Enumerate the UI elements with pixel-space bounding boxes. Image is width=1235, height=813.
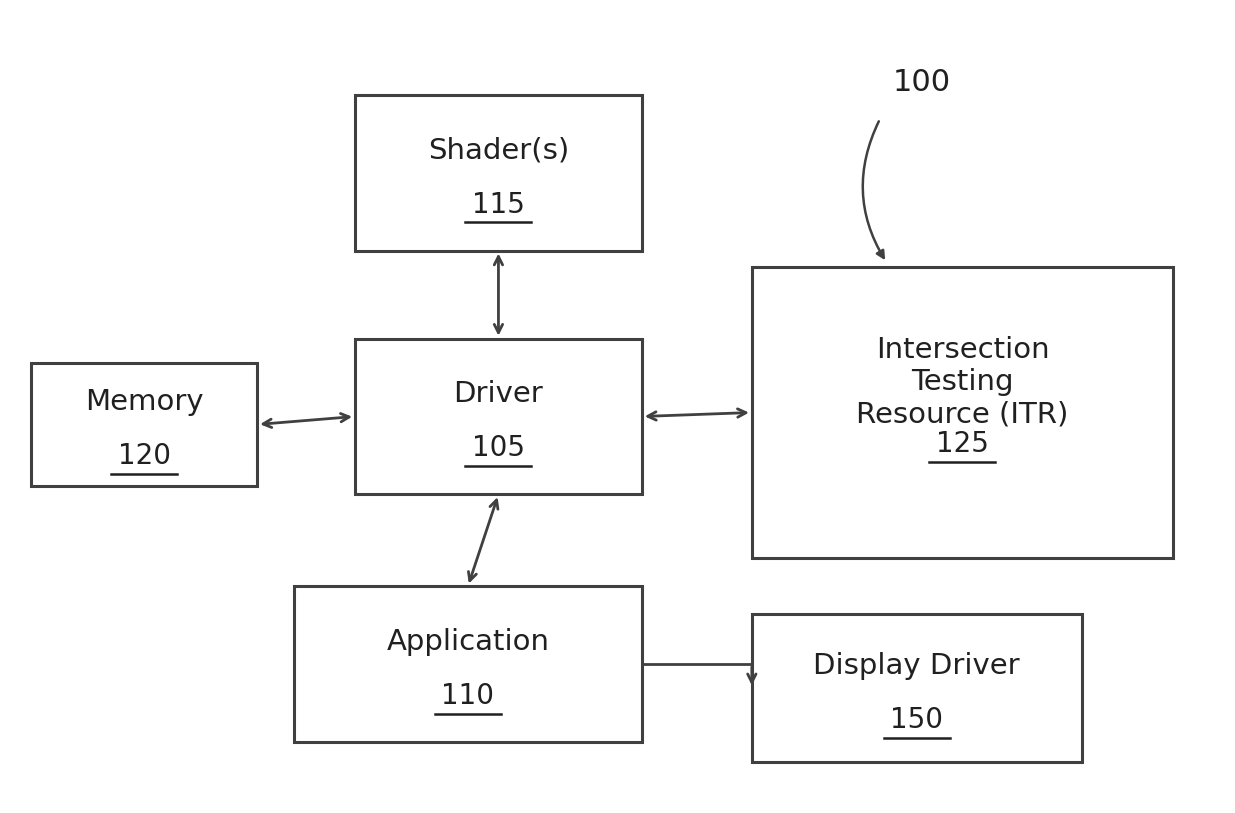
Text: Display Driver: Display Driver bbox=[814, 652, 1020, 680]
Text: Intersection
Testing
Resource (ITR): Intersection Testing Resource (ITR) bbox=[856, 336, 1068, 428]
Text: Shader(s): Shader(s) bbox=[427, 137, 569, 164]
Text: Driver: Driver bbox=[453, 380, 543, 408]
FancyBboxPatch shape bbox=[752, 615, 1082, 762]
Text: 115: 115 bbox=[472, 191, 525, 219]
Text: 120: 120 bbox=[117, 442, 170, 471]
Text: 125: 125 bbox=[936, 430, 989, 459]
Text: Application: Application bbox=[387, 628, 550, 656]
Text: 105: 105 bbox=[472, 434, 525, 463]
FancyBboxPatch shape bbox=[354, 338, 642, 494]
FancyBboxPatch shape bbox=[354, 95, 642, 250]
Text: Memory: Memory bbox=[85, 388, 204, 416]
FancyBboxPatch shape bbox=[31, 363, 257, 486]
Text: 100: 100 bbox=[892, 68, 951, 98]
FancyBboxPatch shape bbox=[294, 586, 642, 742]
Text: 110: 110 bbox=[441, 682, 494, 711]
FancyBboxPatch shape bbox=[752, 267, 1173, 559]
Text: 150: 150 bbox=[890, 706, 944, 734]
